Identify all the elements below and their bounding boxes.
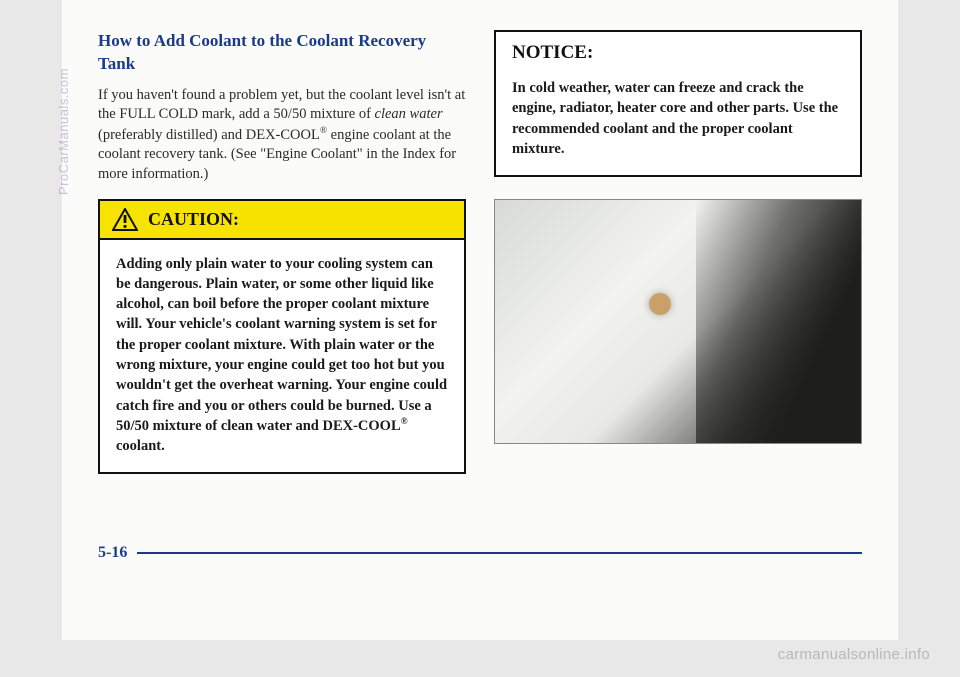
page-footer: 5-16 xyxy=(98,544,862,562)
caution-box: CAUTION: Adding only plain water to your… xyxy=(98,199,466,475)
manual-page: How to Add Coolant to the Coolant Recove… xyxy=(62,0,898,640)
caution-label: CAUTION: xyxy=(148,209,239,230)
notice-body: In cold weather, water can freeze and cr… xyxy=(496,64,860,175)
intro-text-2: (preferably distilled) and DEX-COOL xyxy=(98,127,320,143)
warning-triangle-icon xyxy=(112,208,138,231)
two-column-layout: How to Add Coolant to the Coolant Recove… xyxy=(98,30,862,474)
intro-italic: clean water xyxy=(375,106,443,122)
registered-mark-2: ® xyxy=(401,417,408,427)
caution-header: CAUTION: xyxy=(100,201,464,240)
bottom-watermark: carmanualsonline.info xyxy=(778,646,930,663)
right-column: NOTICE: In cold weather, water can freez… xyxy=(494,30,862,474)
notice-box: NOTICE: In cold weather, water can freez… xyxy=(494,30,862,177)
page-number: 5-16 xyxy=(98,544,127,562)
notice-label: NOTICE: xyxy=(512,42,593,63)
coolant-tank-photo xyxy=(494,199,862,444)
left-column: How to Add Coolant to the Coolant Recove… xyxy=(98,30,466,474)
registered-mark: ® xyxy=(320,126,327,136)
caution-text-1: Adding only plain water to your cooling … xyxy=(116,256,447,434)
intro-paragraph: If you haven't found a problem yet, but … xyxy=(98,86,466,185)
caution-text-2: coolant. xyxy=(116,438,165,454)
notice-header: NOTICE: xyxy=(496,32,860,64)
section-heading: How to Add Coolant to the Coolant Recove… xyxy=(98,30,466,76)
footer-rule xyxy=(137,552,862,554)
caution-body: Adding only plain water to your cooling … xyxy=(100,240,464,473)
